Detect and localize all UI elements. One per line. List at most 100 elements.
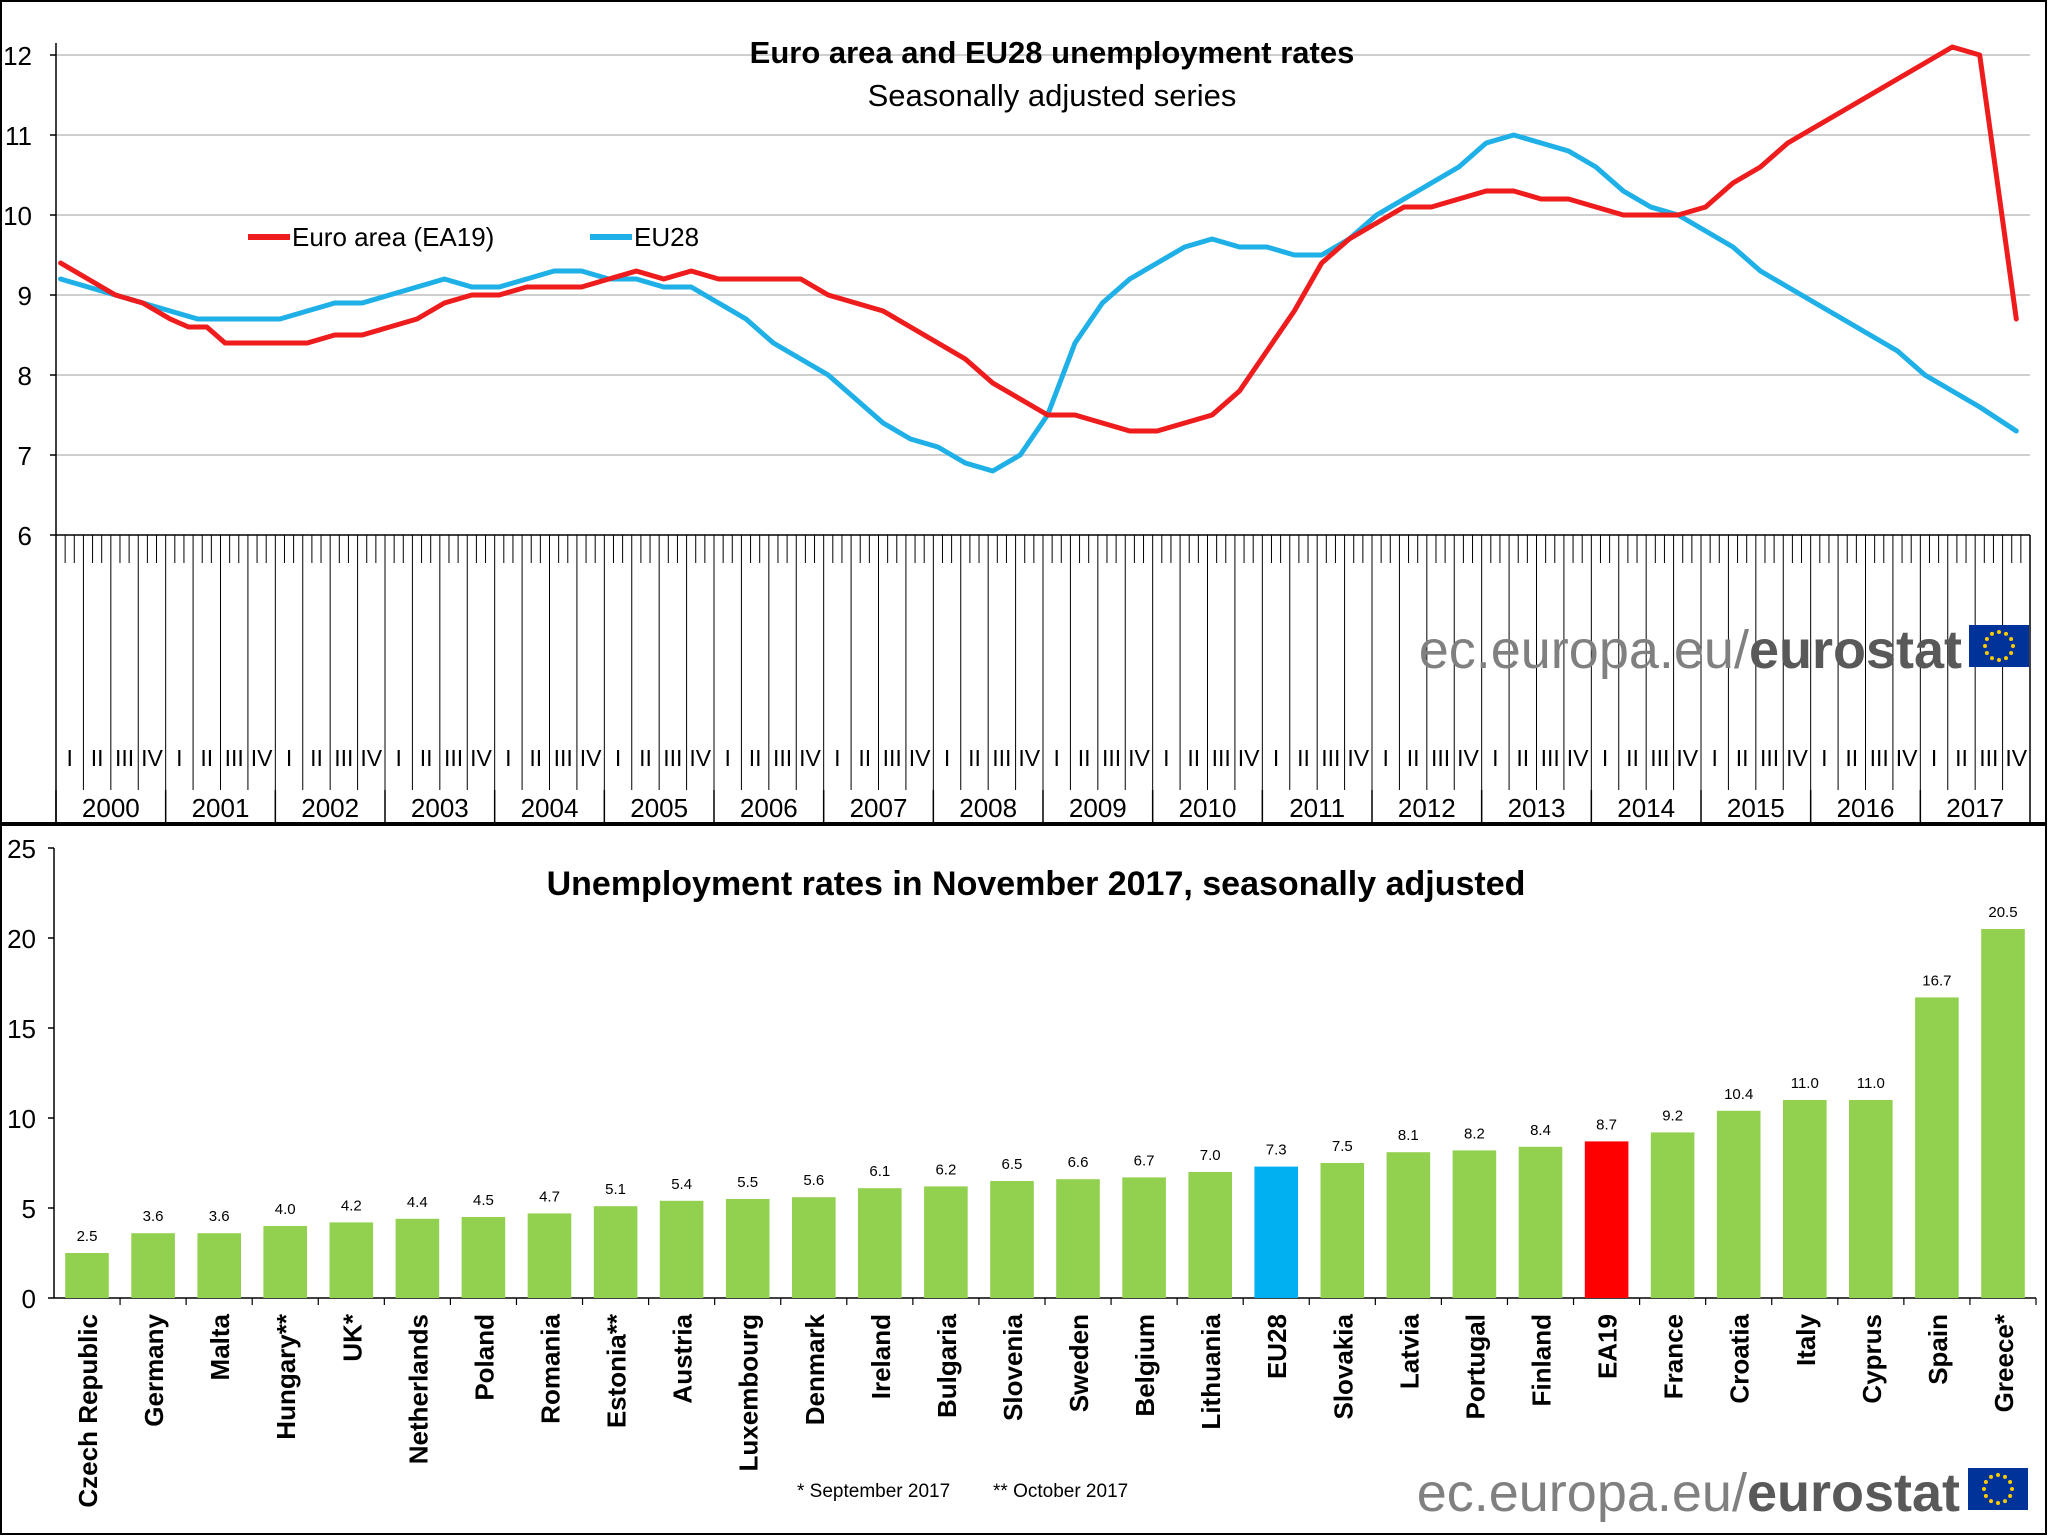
quarter-label: II [968, 745, 981, 771]
bar-chart-frame [0, 824, 2047, 1535]
category-label: Estonia** [602, 1313, 632, 1428]
flag-star [1990, 631, 1994, 636]
flag-star [1990, 656, 1994, 661]
year-label: 2010 [1179, 793, 1237, 823]
quarter-label: IV [1018, 745, 1040, 771]
category-label: Malta [205, 1313, 235, 1380]
quarter-label: II [1407, 745, 1420, 771]
quarter-label: III [1870, 745, 1889, 771]
quarter-label: IV [1128, 745, 1150, 771]
quarter-label: IV [470, 745, 492, 771]
y-tick-label: 9 [18, 281, 32, 311]
quarter-label: III [1650, 745, 1669, 771]
category-label: France [1659, 1314, 1689, 1399]
series-line-ea19 [58, 44, 2019, 434]
bar-value-label: 11.0 [1791, 1075, 1819, 1092]
quarter-label: II [1845, 745, 1858, 771]
quarter-label: III [1212, 745, 1231, 771]
bar [65, 1253, 109, 1298]
flag-star [2004, 631, 2008, 636]
bar-value-label: 20.5 [1988, 904, 2017, 921]
bar [1254, 1166, 1298, 1298]
bar [725, 1199, 770, 1298]
quarter-label: II [1955, 745, 1968, 771]
eurostat-watermark-bottom: ec.europa.eu/eurostat [1417, 1463, 2028, 1523]
quarter-label: III [883, 745, 902, 771]
flag-star [2010, 1487, 2014, 1491]
bar [395, 1218, 440, 1298]
flag-star [1989, 1474, 1993, 1479]
flag-star [2009, 651, 2014, 655]
bar-value-label: 5.6 [803, 1172, 824, 1189]
quarter-label: I [67, 745, 73, 771]
y-tick-label: 10 [3, 201, 32, 231]
quarter-label: IV [689, 745, 711, 771]
flag-star [2011, 644, 2015, 648]
quarter-label: II [639, 745, 652, 771]
year-label: 2012 [1398, 793, 1456, 823]
category-label: Italy [1791, 1313, 1821, 1366]
quarter-label: I [505, 745, 511, 771]
bar-value-label: 4.0 [275, 1201, 296, 1218]
category-label: EU28 [1262, 1314, 1292, 1379]
quarter-label: I [176, 745, 182, 771]
bar [1650, 1132, 1695, 1298]
bar-value-label: 11.0 [1857, 1075, 1885, 1092]
y-tick-label: 0 [22, 1284, 36, 1314]
y-tick-label: 20 [7, 924, 36, 954]
bar [1452, 1150, 1497, 1298]
line-chart-subtitle: Seasonally adjusted series [868, 78, 1237, 113]
bar-chart-panel: 0 5 10 15 20 25 2.5 3.6 3.6 4.0 4.2 4.4 4.5 4.7 5.1 5.… [0, 824, 2047, 1535]
quarter-label: II [529, 745, 542, 771]
quarter-label: IV [580, 745, 602, 771]
year-label: 2015 [1727, 793, 1785, 823]
bar-value-label: 2.5 [77, 1228, 98, 1245]
category-label: Austria [668, 1313, 698, 1403]
category-label: Ireland [866, 1314, 896, 1399]
y-tick-label: 5 [22, 1194, 36, 1224]
bar-value-label: 6.2 [935, 1161, 956, 1178]
bar [527, 1213, 572, 1298]
category-label: Cyprus [1857, 1314, 1887, 1404]
flag-star [2008, 1480, 2013, 1484]
y-tick-label: 15 [7, 1014, 36, 1044]
category-label: Latvia [1394, 1313, 1424, 1389]
year-label: 2016 [1837, 793, 1895, 823]
quarter-label: II [1078, 745, 1091, 771]
bar [792, 1197, 836, 1298]
year-label: 2000 [82, 793, 140, 823]
quarter-label: I [834, 745, 840, 771]
category-label: EA19 [1593, 1314, 1623, 1379]
bar-value-label: 7.0 [1200, 1147, 1221, 1164]
category-label: Czech Republic [73, 1314, 103, 1508]
quarter-label: II [1736, 745, 1749, 771]
quarter-label: I [725, 745, 731, 771]
quarter-label: I [1163, 745, 1169, 771]
bar [1056, 1179, 1100, 1298]
quarter-label: IV [1896, 745, 1918, 771]
bar-value-label: 8.4 [1530, 1122, 1551, 1139]
bar-chart-value-labels: 2.5 3.6 3.6 4.0 4.2 4.4 4.5 4.7 5.1 5.4 5.5 5.6 6.1 6… [77, 904, 2018, 1245]
quarter-label: IV [1457, 745, 1479, 771]
quarter-label: I [286, 745, 292, 771]
quarter-label: II [1297, 745, 1310, 771]
quarter-label: IV [1567, 745, 1589, 771]
category-label: Belgium [1130, 1314, 1160, 1417]
category-label: UK* [337, 1313, 367, 1362]
category-label: Spain [1923, 1314, 1953, 1385]
eu-flag-icon [1968, 1468, 2028, 1510]
category-label: Romania [536, 1313, 566, 1423]
bar [924, 1186, 968, 1298]
quarter-label: IV [1786, 745, 1808, 771]
category-label: Hungary** [271, 1313, 301, 1440]
year-label: 2005 [630, 793, 688, 823]
category-label: Lithuania [1196, 1313, 1226, 1429]
quarter-label: III [1979, 745, 1998, 771]
line-chart-title: Euro area and EU28 unemployment rates [750, 35, 1355, 70]
bar-value-label: 3.6 [143, 1208, 164, 1225]
category-label: Sweden [1064, 1314, 1094, 1412]
y-tick-label: 12 [3, 41, 32, 71]
year-label: 2006 [740, 793, 798, 823]
quarter-label: IV [141, 745, 163, 771]
